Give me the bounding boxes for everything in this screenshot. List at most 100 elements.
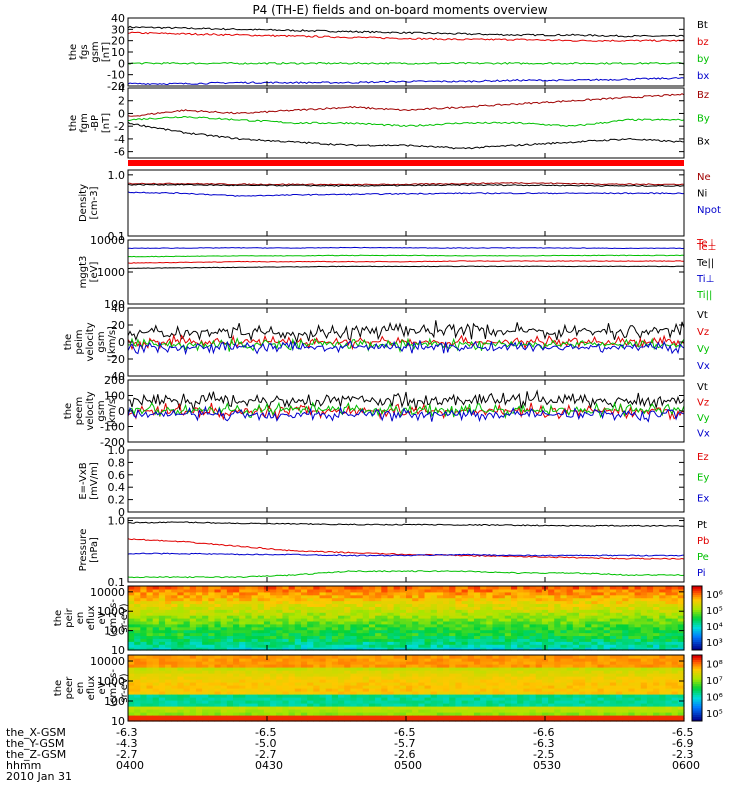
spectrogram-cell: [177, 629, 185, 634]
spectrogram-cell: [572, 670, 580, 674]
spectrogram-cell: [239, 679, 246, 683]
spectrogram-cell: [233, 664, 240, 668]
spectrogram-cell: [473, 664, 481, 668]
spectrogram-cell: [461, 691, 469, 695]
spectrogram-cell: [622, 612, 629, 616]
spectrogram-cell: [399, 664, 407, 668]
spectrogram-cell: [368, 588, 376, 593]
y-axis-label-line: [eV]: [89, 262, 100, 283]
spectrogram-cell: [677, 618, 685, 622]
spectrogram-cell: [356, 655, 364, 659]
spectrogram-cell: [307, 620, 314, 625]
spectrogram-cell: [554, 715, 562, 719]
spectrogram-cell: [572, 638, 580, 642]
spectrogram-cell: [375, 697, 382, 701]
spectrogram-cell: [313, 626, 321, 631]
x-axis-value: -5.0: [255, 737, 277, 750]
spectrogram-cell: [195, 688, 203, 692]
spectrogram-cell: [319, 588, 327, 593]
spectrogram-cell: [671, 623, 679, 628]
spectrogram-cell: [362, 670, 370, 674]
spectrogram-cell: [566, 694, 574, 698]
spectrogram-cell: [325, 638, 333, 642]
colorbar-segment: [692, 674, 702, 678]
spectrogram-cell: [517, 609, 524, 613]
spectrogram-cell: [585, 632, 592, 637]
spectrogram-cell: [634, 635, 642, 639]
spectrogram-cell: [436, 670, 444, 674]
spectrogram-cell: [257, 673, 265, 677]
spectrogram-cell: [418, 664, 426, 668]
spectrogram-cell: [677, 591, 685, 596]
spectrogram-cell: [300, 700, 308, 704]
spectrogram-cell: [406, 697, 413, 701]
spectrogram-cell: [399, 594, 407, 599]
spectrogram-cell: [362, 632, 370, 637]
spectrogram-cell: [331, 618, 339, 622]
spectrogram-cell: [541, 603, 549, 607]
spectrogram-cell: [325, 670, 333, 674]
spectrogram-cell: [665, 694, 673, 698]
spectrogram-cell: [220, 670, 228, 674]
spectrogram-cell: [443, 706, 450, 710]
spectrogram-cell: [572, 597, 580, 602]
spectrogram-cell: [473, 620, 481, 625]
spectrogram-cell: [572, 588, 580, 593]
spectrogram-cell: [412, 594, 419, 599]
spectrogram-cell: [585, 682, 592, 686]
spectrogram-cell: [146, 632, 154, 637]
spectrogram-cell: [146, 606, 154, 610]
spectrogram-cell: [362, 586, 370, 590]
spectrogram-cell: [517, 703, 524, 707]
spectrogram-cell: [529, 661, 537, 665]
spectrogram-cell: [375, 694, 382, 698]
spectrogram-cell: [239, 688, 246, 692]
spectrogram-cell: [393, 641, 401, 645]
spectrogram-cell: [436, 600, 444, 605]
spectrogram-cell: [640, 597, 648, 602]
spectrogram-cell: [381, 706, 389, 710]
spectrogram-cell: [504, 609, 512, 613]
spectrogram-cell: [554, 655, 562, 659]
spectrogram-cell: [461, 715, 469, 719]
spectrogram-cell: [480, 638, 487, 642]
spectrogram-cell: [461, 658, 469, 662]
spectrogram-cell: [257, 703, 265, 707]
spectrogram-cell: [591, 688, 599, 692]
spectrogram-cell: [368, 703, 376, 707]
spectrogram-cell: [560, 697, 568, 701]
spectrogram-cell: [393, 603, 401, 607]
spectrogram-cell: [288, 691, 296, 695]
spectrogram-cell: [529, 655, 537, 659]
spectrogram-cell: [399, 597, 407, 602]
spectrogram-cell: [603, 685, 611, 689]
spectrogram-cell: [640, 679, 648, 683]
spectrogram-cell: [554, 682, 562, 686]
spectrogram-cell: [251, 685, 259, 689]
spectrogram-cell: [665, 600, 673, 605]
spectrogram-cell: [406, 612, 413, 616]
spectrogram-cell: [158, 623, 166, 628]
y-tick-label: 10: [111, 46, 125, 59]
spectrogram-cell: [257, 629, 265, 634]
spectrogram-cell: [436, 615, 444, 619]
spectrogram-cell: [128, 688, 135, 692]
spectrogram-cell: [344, 712, 351, 716]
spectrogram-cell: [399, 620, 407, 625]
spectrogram-cell: [362, 655, 370, 659]
spectrogram-cell: [344, 667, 351, 671]
spectrogram-cell: [387, 679, 395, 683]
spectrogram-cell: [356, 591, 364, 596]
spectrogram-cell: [233, 709, 240, 713]
spectrogram-cell: [535, 588, 543, 593]
spectrogram-cell: [455, 586, 463, 590]
spectrogram-cell: [566, 638, 574, 642]
spectrogram-cell: [585, 697, 592, 701]
spectrogram-cell: [498, 667, 506, 671]
spectrogram-cell: [480, 641, 487, 645]
spectrogram-cell: [628, 635, 636, 639]
spectrogram-cell: [313, 647, 321, 651]
spectrogram-cell: [152, 661, 160, 665]
spectrogram-cell: [171, 647, 179, 651]
spectrogram-cell: [560, 682, 568, 686]
